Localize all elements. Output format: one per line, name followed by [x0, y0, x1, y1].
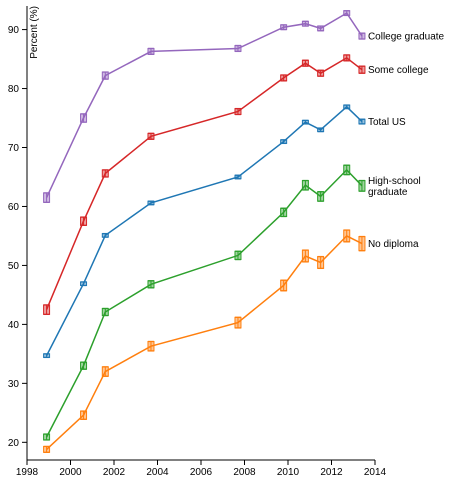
x-tick-label: 2004: [146, 467, 169, 477]
data-point-total-us: [80, 281, 88, 287]
data-point-high-school-graduate: [358, 179, 366, 192]
data-point-some-college: [147, 132, 155, 140]
data-point-college-graduate: [43, 192, 51, 203]
data-point-college-graduate: [317, 25, 325, 32]
data-point-no-diploma: [234, 316, 242, 329]
series-label-college-graduate: College graduate: [368, 32, 445, 43]
data-point-high-school-graduate: [234, 250, 242, 261]
y-tick-label: 40: [8, 320, 20, 331]
x-tick-label: 2002: [103, 467, 126, 477]
series-college-graduate: [43, 10, 366, 203]
data-point-total-us: [147, 200, 155, 206]
data-point-no-diploma: [147, 340, 155, 352]
data-point-no-diploma: [317, 255, 325, 270]
y-tick-label: 70: [8, 143, 20, 154]
data-point-high-school-graduate: [317, 191, 325, 202]
data-point-high-school-graduate: [147, 280, 155, 289]
data-point-no-diploma: [43, 445, 51, 453]
data-point-some-college: [234, 107, 242, 116]
series-high-school-graduate: [43, 164, 366, 441]
data-point-some-college: [101, 169, 109, 178]
chart-series: [43, 10, 366, 453]
y-tick-label: 30: [8, 379, 20, 390]
y-tick-label: 80: [8, 84, 20, 95]
series-label-no-diploma: No diploma: [368, 239, 419, 250]
series-line-college-graduate: [45, 12, 363, 198]
data-point-some-college: [317, 69, 325, 77]
data-point-some-college: [43, 304, 51, 316]
data-point-no-diploma: [301, 249, 309, 263]
x-tick-label: 1998: [16, 467, 39, 477]
data-point-some-college: [358, 65, 366, 74]
data-point-college-graduate: [80, 113, 88, 123]
data-point-no-diploma: [280, 279, 288, 292]
y-tick-label: 50: [8, 261, 20, 272]
x-tick-label: 2014: [364, 467, 387, 477]
series-label-total-us: Total US: [368, 117, 406, 128]
series-line-high-school-graduate: [45, 168, 363, 438]
y-axis-title: Percent (%): [29, 6, 40, 59]
data-point-college-graduate: [147, 47, 155, 55]
data-point-some-college: [301, 59, 309, 67]
data-point-high-school-graduate: [343, 164, 351, 176]
x-tick-label: 2008: [233, 467, 256, 477]
series-label-some-college: Some college: [368, 65, 429, 76]
data-point-no-diploma: [101, 366, 109, 377]
series-line-some-college: [45, 56, 363, 310]
x-tick-label: 2012: [320, 467, 343, 477]
data-point-no-diploma: [358, 235, 366, 252]
data-point-some-college: [80, 216, 88, 226]
data-point-some-college: [343, 54, 351, 62]
series-label-high-school-graduate: High-school graduate: [368, 176, 421, 198]
x-tick-label: 2010: [277, 467, 300, 477]
series-no-diploma: [43, 229, 366, 453]
data-point-total-us: [234, 174, 242, 180]
data-point-total-us: [358, 118, 366, 125]
series-total-us: [43, 104, 366, 359]
data-point-no-diploma: [343, 229, 351, 243]
data-point-college-graduate: [301, 20, 309, 27]
series-labels: College graduate Some college Total US High…: [368, 32, 445, 251]
data-point-high-school-graduate: [80, 361, 88, 370]
data-point-college-graduate: [101, 71, 109, 80]
data-point-total-us: [43, 353, 51, 359]
chart-axes: 20 30 40 50 60 70 80 90 1998 2000 2002 2004 2006 2008…: [8, 6, 387, 477]
data-point-college-graduate: [234, 44, 242, 53]
data-point-no-diploma: [80, 410, 88, 420]
y-tick-label: 20: [8, 438, 20, 449]
series-line-no-diploma: [46, 234, 363, 450]
data-point-college-graduate: [280, 24, 288, 31]
data-point-high-school-graduate: [101, 307, 109, 317]
y-tick-label: 60: [8, 202, 20, 213]
data-point-high-school-graduate: [43, 433, 51, 441]
data-point-total-us: [301, 119, 309, 125]
data-point-high-school-graduate: [301, 179, 309, 191]
data-point-high-school-graduate: [280, 207, 288, 218]
data-point-college-graduate: [358, 32, 366, 40]
data-point-total-us: [317, 127, 325, 133]
y-tick-label: 90: [8, 25, 20, 36]
data-point-total-us: [280, 139, 288, 145]
data-point-total-us: [101, 232, 109, 238]
series-line-total-us: [45, 105, 363, 356]
x-tick-label: 2006: [190, 467, 213, 477]
x-tick-label: 2000: [59, 467, 82, 477]
data-point-total-us: [343, 104, 351, 110]
data-point-some-college: [280, 74, 288, 82]
series-some-college: [43, 54, 366, 316]
data-point-college-graduate: [343, 10, 351, 17]
